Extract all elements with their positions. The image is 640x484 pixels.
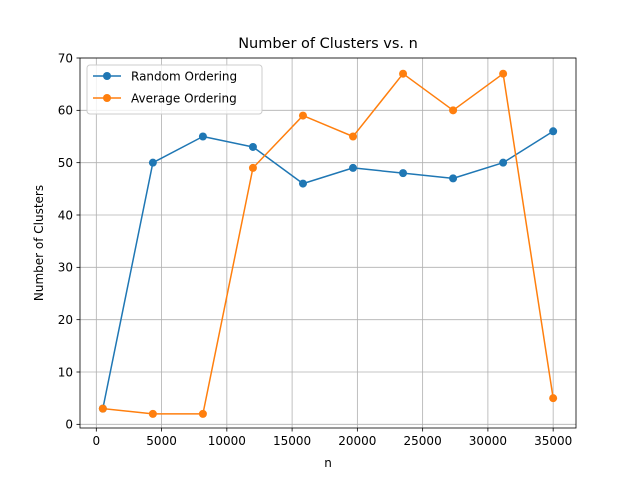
data-point xyxy=(449,106,458,115)
data-point xyxy=(349,132,358,141)
data-point xyxy=(148,409,157,418)
x-tick-label: 5000 xyxy=(146,434,177,448)
plot-area-frame xyxy=(79,57,577,429)
y-tick-label: 70 xyxy=(58,51,73,65)
x-tick-label: 15000 xyxy=(273,434,311,448)
legend-label: Average Ordering xyxy=(131,91,237,105)
legend-entry: Average Ordering xyxy=(93,91,237,105)
y-tick-label: 0 xyxy=(65,418,73,432)
x-tick-label: 20000 xyxy=(338,434,376,448)
data-point xyxy=(248,163,257,172)
data-point xyxy=(499,158,508,167)
x-axis-label: n xyxy=(324,456,332,470)
data-point xyxy=(399,69,408,78)
y-tick-label: 40 xyxy=(58,208,73,222)
y-tick-label: 20 xyxy=(58,313,73,327)
legend: Random Ordering Average Ordering xyxy=(86,64,263,115)
legend-label: Random Ordering xyxy=(131,69,237,83)
data-series xyxy=(98,69,558,418)
series-line xyxy=(102,72,555,415)
axis-ticks: 0 5000 10000 15000 20000 25000 30000 35000 0 10 20… xyxy=(58,51,573,448)
legend-marker xyxy=(103,72,111,80)
data-point xyxy=(549,394,558,403)
legend-entry: Random Ordering xyxy=(93,69,237,83)
data-point xyxy=(198,132,207,141)
y-tick-label: 60 xyxy=(58,104,73,118)
data-point xyxy=(248,142,257,151)
y-axis-label: Number of Clusters xyxy=(32,185,46,301)
legend-marker xyxy=(103,94,111,102)
x-tick-label: 10000 xyxy=(208,434,246,448)
data-point xyxy=(549,127,558,136)
data-point xyxy=(198,409,207,418)
series-line xyxy=(101,130,555,410)
data-point xyxy=(148,158,157,167)
data-point xyxy=(298,179,307,188)
data-point xyxy=(499,69,508,78)
y-tick-label: 10 xyxy=(58,365,73,379)
legend-box xyxy=(86,64,263,115)
chart-title: Number of Clusters vs. n xyxy=(238,36,418,52)
x-tick-label: 30000 xyxy=(469,434,507,448)
data-point xyxy=(449,174,458,183)
x-tick-label: 35000 xyxy=(534,434,572,448)
data-point xyxy=(399,169,408,178)
data-point xyxy=(98,404,107,413)
series-1 xyxy=(98,127,558,413)
legend-entries: Random Ordering Average Ordering xyxy=(93,69,237,105)
x-tick-label: 25000 xyxy=(404,434,442,448)
data-point xyxy=(298,111,307,120)
y-tick-label: 30 xyxy=(58,261,73,275)
y-tick-label: 50 xyxy=(58,156,73,170)
series-2 xyxy=(98,69,558,418)
x-tick-label: 0 xyxy=(92,434,100,448)
data-point xyxy=(349,163,358,172)
grid-lines xyxy=(80,57,576,428)
